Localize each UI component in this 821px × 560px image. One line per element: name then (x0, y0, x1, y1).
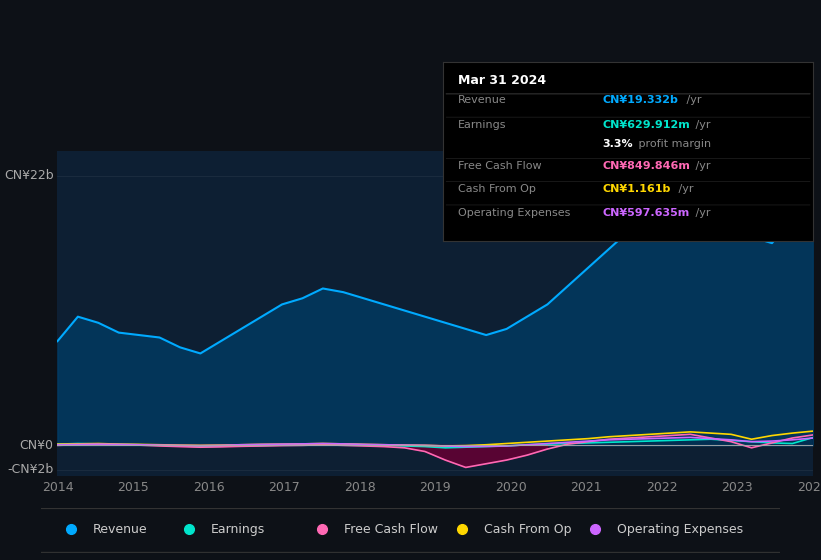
Text: CN¥19.332b: CN¥19.332b (603, 95, 678, 105)
Text: /yr: /yr (676, 184, 694, 194)
FancyBboxPatch shape (34, 508, 787, 552)
Text: CN¥1.161b: CN¥1.161b (603, 184, 671, 194)
Text: Revenue: Revenue (458, 95, 507, 105)
Text: /yr: /yr (691, 208, 710, 217)
Text: Free Cash Flow: Free Cash Flow (344, 522, 438, 536)
Text: Operating Expenses: Operating Expenses (617, 522, 744, 536)
Text: Cash From Op: Cash From Op (458, 184, 536, 194)
Text: CN¥0: CN¥0 (20, 439, 53, 452)
Text: Mar 31 2024: Mar 31 2024 (458, 74, 546, 87)
Text: CN¥22b: CN¥22b (4, 169, 53, 182)
Text: /yr: /yr (683, 95, 702, 105)
Text: /yr: /yr (691, 161, 710, 171)
Text: Revenue: Revenue (93, 522, 148, 536)
Text: profit margin: profit margin (635, 139, 711, 150)
Text: CN¥629.912m: CN¥629.912m (603, 120, 690, 130)
Text: Earnings: Earnings (458, 120, 507, 130)
Text: Free Cash Flow: Free Cash Flow (458, 161, 542, 171)
Text: CN¥849.846m: CN¥849.846m (603, 161, 690, 171)
Text: 3.3%: 3.3% (603, 139, 633, 150)
Text: /yr: /yr (691, 120, 710, 130)
Text: Cash From Op: Cash From Op (484, 522, 572, 536)
Text: -CN¥2b: -CN¥2b (7, 463, 53, 477)
Text: CN¥597.635m: CN¥597.635m (603, 208, 690, 217)
Text: Earnings: Earnings (211, 522, 265, 536)
Text: Operating Expenses: Operating Expenses (458, 208, 571, 217)
